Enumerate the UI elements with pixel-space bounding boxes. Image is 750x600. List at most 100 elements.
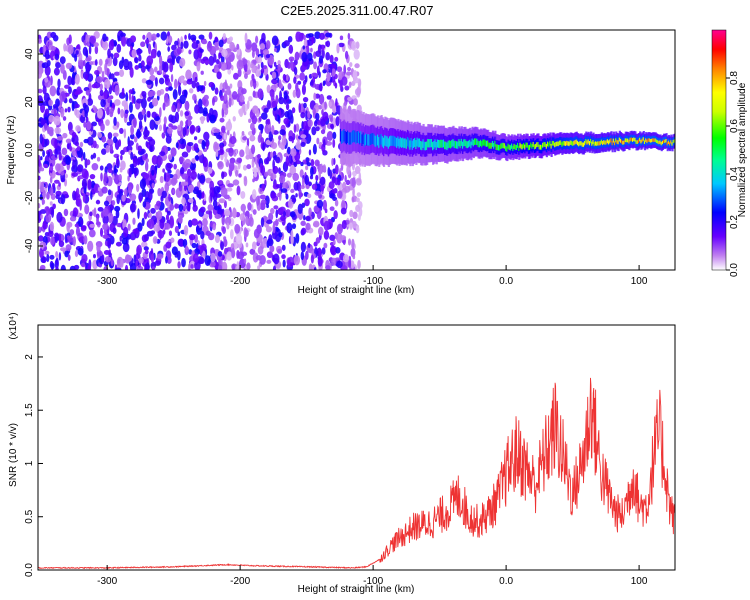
- spectrogram-noise-cell: [210, 252, 216, 263]
- spectrogram-noise-cell: [185, 245, 188, 252]
- spectrogram-band-core: [479, 139, 483, 147]
- spectrogram-noise-cell: [194, 104, 200, 114]
- spectrogram-noise-cell: [235, 169, 239, 177]
- spectrogram-band-core: [519, 142, 522, 148]
- spectrogram-noise-cell: [104, 255, 112, 263]
- spectrogram-noise-cell: [228, 147, 234, 157]
- spectrogram-band-core: [655, 139, 659, 143]
- spectrogram-noise-cell: [166, 127, 173, 134]
- snr-x-tick-label: -100: [363, 576, 383, 587]
- spectrogram-band-core: [552, 140, 556, 146]
- spectrogram-noise-cell: [163, 122, 167, 134]
- spectrogram-band-core: [483, 139, 486, 146]
- spectrogram-noise-cell: [46, 191, 50, 200]
- spectrogram-band-core: [410, 138, 413, 148]
- spectrogram-noise-cell: [166, 58, 173, 64]
- spectrogram-noise-cell: [44, 108, 50, 115]
- spectrogram-band-core: [470, 141, 473, 149]
- colorbar-gradient: [711, 29, 727, 271]
- spectrogram-noise-cell: [344, 185, 351, 193]
- spectrogram-noise-cell: [340, 235, 347, 241]
- spectrogram-noise-cell: [122, 58, 130, 68]
- spectrogram-noise-cell: [93, 42, 99, 48]
- spectrogram-noise-cell: [101, 70, 105, 80]
- spectrogram-band-core: [543, 141, 546, 147]
- spectrogram-noise-cell: [251, 73, 255, 81]
- spectrogram-noise-cell: [41, 256, 47, 264]
- spectrogram-noise-cell: [270, 93, 275, 101]
- spectrogram-noise-cell: [293, 76, 297, 84]
- spectrogram-band-core: [649, 139, 653, 143]
- spectrogram-noise-cell: [355, 204, 361, 213]
- spectrogram-noise-cell: [283, 91, 288, 100]
- spectrogram-noise-cell: [196, 225, 200, 233]
- spectrogram-noise-cell: [318, 169, 321, 181]
- spectrogram-band-core: [430, 138, 434, 148]
- spectrogram-noise-cell: [143, 246, 149, 251]
- spectrogram-band-core: [560, 140, 563, 146]
- spectrogram-noise-cell: [300, 134, 307, 139]
- spectrogram-noise-cell: [303, 215, 306, 221]
- spectrogram-band-core: [467, 140, 471, 148]
- spectrogram-noise-cell: [38, 159, 41, 167]
- spectrogram-noise-cell: [156, 94, 160, 101]
- spectrogram-noise-cell: [339, 35, 344, 41]
- spectrogram-band-core: [641, 138, 644, 143]
- spectrogram-noise-cell: [143, 129, 150, 138]
- spectrogram-band-core: [536, 142, 539, 148]
- spectrogram-band-core: [448, 140, 451, 148]
- spectrogram-noise-cell: [317, 120, 321, 126]
- spectrogram-noise-cell: [328, 181, 335, 189]
- spectrogram-noise-cell: [121, 36, 127, 47]
- spectrogram-band-core: [447, 140, 450, 149]
- spectrogram-noise-cell: [242, 136, 248, 141]
- spectrogram-noise-cell: [167, 46, 171, 52]
- spectrogram-noise-cell: [39, 209, 47, 214]
- spectrogram-noise-cell: [151, 266, 155, 270]
- spectrogram-band-core: [397, 136, 400, 147]
- spectrogram-band-core: [339, 128, 343, 142]
- spectrogram-noise-cell: [238, 173, 242, 178]
- spectrogram-noise-cell: [354, 63, 360, 69]
- spectrogram-band-core: [374, 135, 377, 147]
- spectrogram-noise-cell: [98, 58, 103, 67]
- spectrogram-noise-cell: [282, 259, 286, 268]
- spectrogram-noise-cell: [312, 143, 317, 155]
- spectrogram-noise-cell: [141, 78, 147, 84]
- spectrogram-noise-cell: [106, 106, 110, 116]
- spectrogram-noise-cell: [188, 249, 193, 255]
- spectrogram-noise-cell: [262, 49, 270, 55]
- spectrogram-noise-cell: [88, 45, 92, 55]
- spectrogram-noise-cell: [103, 250, 110, 255]
- spectrogram-noise-cell: [197, 85, 204, 92]
- spectrogram-band-core: [639, 137, 642, 142]
- spectrogram-band-core: [572, 141, 575, 146]
- spectrogram-noise-cell: [305, 222, 311, 231]
- spectrogram-noise-cell: [272, 253, 280, 265]
- spectrogram-noise-cell: [148, 191, 153, 201]
- spectrogram-noise-cell: [271, 100, 277, 108]
- spectrogram-band-core: [542, 142, 545, 148]
- spectrogram-noise-cell: [218, 39, 224, 48]
- spectrogram-noise-cell: [76, 164, 84, 173]
- spectrogram-noise-cell: [82, 192, 86, 203]
- spectrogram-noise-cell: [38, 226, 42, 234]
- spectrogram-noise-cell: [79, 141, 84, 148]
- spectrogram-noise-cell: [313, 61, 318, 70]
- spectrogram-noise-cell: [340, 207, 347, 215]
- spectrogram-noise-cell: [245, 215, 249, 225]
- spectrogram-noise-cell: [162, 61, 169, 73]
- spectrogram-noise-cell: [122, 242, 130, 253]
- spectrogram-noise-cell: [278, 135, 282, 141]
- spectrogram-noise-cell: [65, 62, 73, 70]
- spectrogram-band-core: [415, 140, 418, 150]
- spectrogram-noise-cell: [74, 103, 80, 109]
- spectrogram-noise-cell: [154, 77, 158, 87]
- spectrogram-band-core: [673, 139, 675, 143]
- spectrogram-band-core: [609, 139, 612, 144]
- spectrogram-noise-cell: [116, 222, 122, 228]
- spectrogram-noise-cell: [165, 207, 168, 213]
- spectrogram-noise-cell: [299, 72, 306, 81]
- spectrogram-noise-cell: [301, 202, 306, 208]
